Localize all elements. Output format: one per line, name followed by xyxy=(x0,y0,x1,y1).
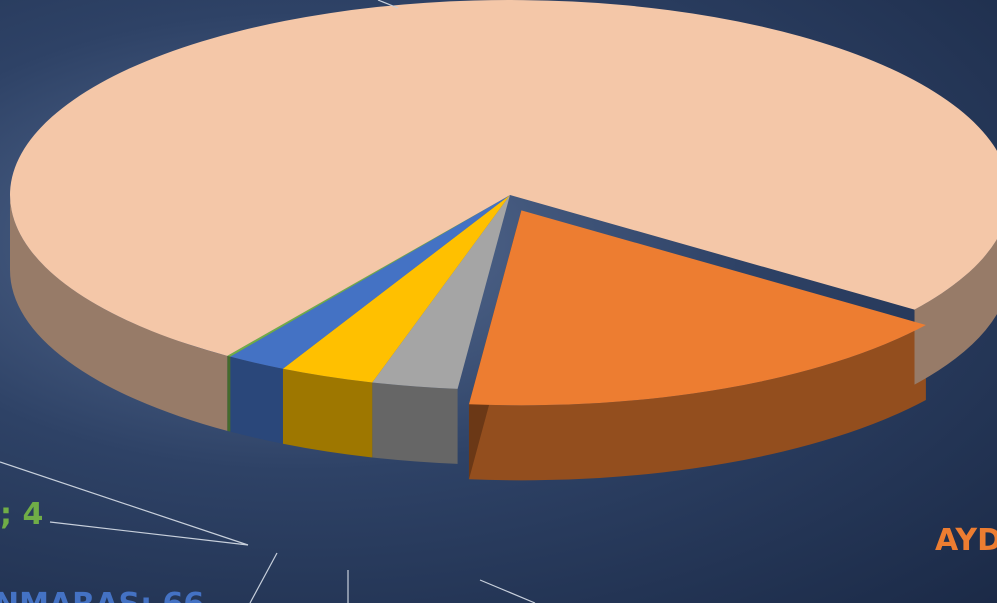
slice xyxy=(227,195,510,357)
leader-line xyxy=(49,521,249,546)
slice xyxy=(230,195,511,369)
slice-side xyxy=(468,324,926,481)
slice-side xyxy=(372,382,458,464)
slice xyxy=(10,0,997,356)
slice-side xyxy=(227,355,231,432)
slice-side xyxy=(914,239,997,385)
data-label: NMARAŞ; 66 xyxy=(0,587,204,603)
data-label: AYDI xyxy=(935,523,997,558)
data-label: ; 4 xyxy=(0,497,43,532)
slice xyxy=(372,195,510,389)
slice-side xyxy=(9,195,228,431)
leader-line xyxy=(479,579,536,603)
slice-side xyxy=(230,356,283,444)
leader-lines xyxy=(0,0,536,603)
leader-line xyxy=(0,461,249,546)
slice-side xyxy=(282,368,373,458)
slice xyxy=(282,195,510,383)
slice xyxy=(468,210,926,406)
leader-line xyxy=(377,0,399,9)
leader-line xyxy=(249,552,278,603)
pie xyxy=(9,0,997,481)
